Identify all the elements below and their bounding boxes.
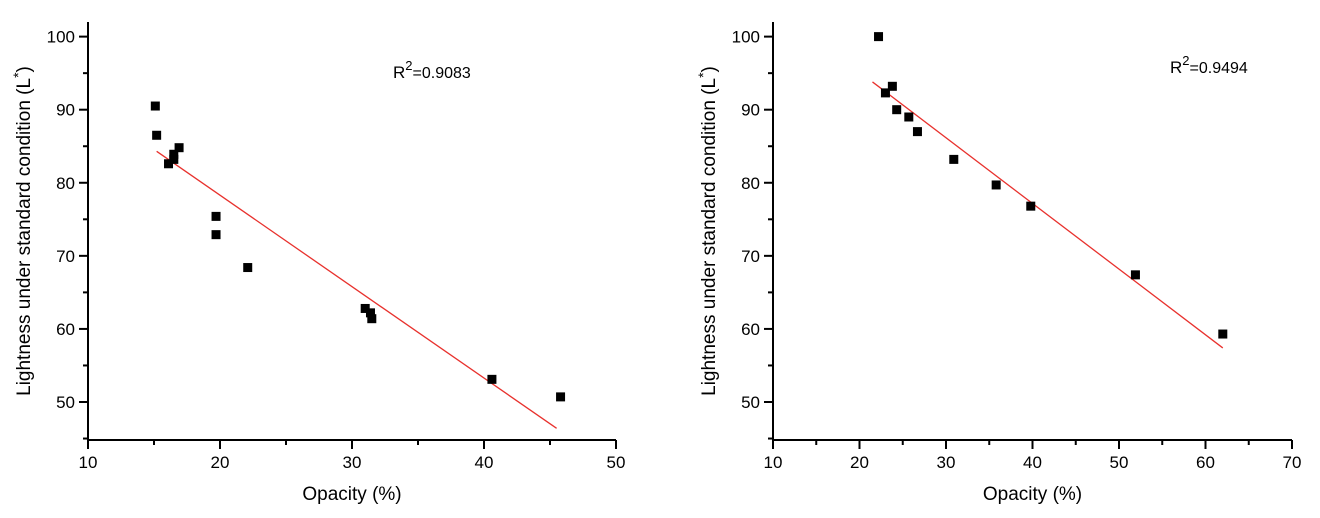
y-tick-label: 70: [56, 247, 75, 266]
data-point: [365, 308, 375, 318]
y-tick-label: 50: [56, 393, 75, 412]
x-axis-label: Opacity (%): [983, 484, 1082, 505]
data-point: [487, 374, 497, 384]
data-point: [211, 230, 221, 240]
x-tick-label: 30: [343, 453, 362, 472]
data-point: [949, 154, 959, 164]
data-point: [150, 101, 160, 111]
data-point: [904, 112, 914, 122]
y-axis-label: Lightness under standard condition (L*): [10, 66, 35, 396]
data-point: [174, 143, 184, 153]
r-squared-annotation: R2=0.9494: [1170, 53, 1248, 77]
y-tick-label: 60: [741, 320, 760, 339]
data-point: [169, 154, 179, 164]
x-tick-label: 30: [937, 453, 956, 472]
x-tick-label: 20: [211, 453, 230, 472]
data-point: [152, 130, 162, 140]
y-tick-label: 80: [56, 174, 75, 193]
data-point: [367, 314, 377, 324]
y-axis-label: Lightness under standard condition (L*): [695, 66, 720, 396]
y-tick-label: 70: [741, 247, 760, 266]
x-tick-label: 70: [1283, 453, 1302, 472]
data-point: [360, 303, 370, 313]
fit-line: [872, 81, 1224, 349]
data-point: [1218, 329, 1228, 339]
data-point: [912, 127, 922, 137]
y-tick-label: 90: [56, 101, 75, 120]
data-point: [880, 88, 890, 98]
data-point: [874, 32, 884, 42]
data-point: [243, 263, 253, 273]
x-tick-label: 20: [850, 453, 869, 472]
x-tick-label: 10: [764, 453, 783, 472]
y-tick-label: 100: [47, 28, 75, 47]
x-tick-label: 50: [1110, 453, 1129, 472]
data-point: [164, 159, 174, 169]
chart-1: 10 20 30 40 50 50 60 70 80 90 100 R2=0.9083 Opacity …: [10, 22, 625, 505]
x-axis-label: Opacity (%): [302, 484, 401, 505]
data-point: [211, 211, 221, 221]
data-point: [556, 392, 566, 402]
data-point: [1026, 201, 1036, 211]
x-tick-label: 40: [475, 453, 494, 472]
r-squared-annotation: R2=0.9083: [393, 58, 471, 82]
chart-2: 10 20 30 40 50 60 70 50 60 70 80 90 100 R2=0.9494 Opac…: [695, 22, 1301, 505]
data-point: [991, 180, 1001, 190]
y-tick-label: 90: [741, 101, 760, 120]
x-tick-label: 60: [1196, 453, 1215, 472]
data-point: [1130, 270, 1140, 280]
x-tick-label: 10: [79, 453, 98, 472]
fit-line: [156, 150, 557, 429]
x-tick-label: 50: [607, 453, 626, 472]
x-tick-label: 40: [1023, 453, 1042, 472]
y-tick-label: 100: [732, 28, 760, 47]
y-tick-label: 80: [741, 174, 760, 193]
data-point: [169, 149, 179, 159]
data-point: [887, 81, 897, 91]
y-tick-label: 60: [56, 320, 75, 339]
y-tick-label: 50: [741, 393, 760, 412]
data-point: [892, 105, 902, 115]
